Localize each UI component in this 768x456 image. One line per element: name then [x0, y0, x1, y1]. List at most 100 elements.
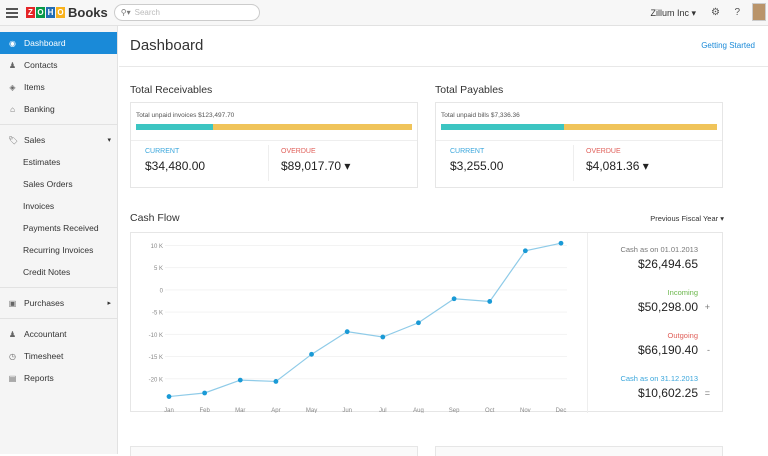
y-tick-label: 0	[160, 288, 164, 294]
overdue-dropdown[interactable]: $4,081.36 ▾	[586, 159, 649, 173]
purchases-icon: ▣	[8, 298, 17, 308]
x-tick-label: Nov	[520, 408, 531, 413]
summary-sign: +	[704, 302, 710, 312]
sidebar-item-banking[interactable]: ⌂ Banking	[0, 98, 117, 120]
sidebar-item-items[interactable]: ◈ Items	[0, 76, 117, 98]
data-point	[451, 296, 457, 302]
chevron-icon: ▸	[107, 300, 111, 307]
search-input[interactable]: ⚲▾ Search	[113, 4, 260, 21]
summary-label: Cash as on 31.12.2013	[620, 374, 698, 383]
current-label: CURRENT	[145, 148, 180, 155]
receivables-title: Total Receivables	[130, 84, 213, 96]
sidebar-item-purchases[interactable]: ▣ Purchases ▸	[0, 292, 117, 314]
divider	[0, 124, 117, 125]
banking-icon: ⌂	[10, 104, 15, 114]
summary-value: $66,190.40	[637, 343, 698, 357]
payables-current-fill	[441, 124, 564, 130]
sales-icon: 🏷	[8, 135, 19, 145]
sidebar-item-label: Banking	[24, 104, 55, 114]
cash-summary-item: Cash as on 31.12.2013 $10,602.25 =	[620, 374, 710, 400]
sidebar-item-label: Items	[24, 82, 45, 92]
org-switcher[interactable]: Zillum Inc ▾	[650, 8, 696, 18]
data-point	[522, 248, 528, 254]
cashflow-title: Cash Flow	[130, 212, 180, 224]
cash-summary-item: Outgoing $66,190.40-	[637, 331, 710, 357]
summary-value: $50,298.00	[637, 300, 698, 314]
sidebar-item-label: Contacts	[24, 60, 58, 70]
sidebar-item-label: Recurring Invoices	[23, 245, 94, 255]
x-tick-label: Aug	[413, 408, 424, 413]
sidebar-item-dashboard[interactable]: ◉ Dashboard	[0, 32, 117, 54]
sidebar-item-label: Timesheet	[24, 351, 64, 361]
divider	[0, 318, 117, 319]
cashflow-chart: 10 K5 K0-5 K-10 K-15 K-20 KJan2013Feb201…	[149, 240, 567, 420]
y-tick-label: -5 K	[152, 311, 163, 317]
cash-summary-item: Incoming $50,298.00 +	[637, 288, 710, 314]
data-point	[380, 334, 386, 340]
overdue-dropdown[interactable]: $89,017.70 ▾	[281, 159, 351, 173]
getting-started-link[interactable]: Getting Started	[701, 41, 755, 50]
x-tick-label: Feb	[199, 408, 210, 413]
x-tick-label: Sep	[449, 408, 460, 413]
sidebar-item-contacts[interactable]: ♟ Contacts	[0, 54, 117, 76]
overdue-label: OVERDUE	[586, 148, 621, 155]
data-point	[166, 394, 172, 399]
data-point	[273, 379, 279, 384]
search-icon: ⚲▾	[120, 8, 131, 17]
contacts-icon: ♟	[8, 60, 17, 70]
divider	[0, 287, 117, 288]
sidebar-item-label: Reports	[24, 373, 54, 383]
summary-label: Cash as on 01.01.2013	[620, 245, 698, 254]
sidebar-item-invoices[interactable]: Invoices	[0, 195, 117, 217]
brand-name: Books	[68, 5, 108, 20]
sidebar-item-estimates[interactable]: Estimates	[0, 151, 117, 173]
y-tick-label: 10 K	[151, 244, 163, 250]
sidebar-item-label: Accountant	[24, 329, 67, 339]
logo-letter: H	[46, 7, 55, 18]
sidebar-item-payments-received[interactable]: Payments Received	[0, 217, 117, 239]
receivables-card: Total unpaid invoices $123,497.70 CURREN…	[130, 102, 418, 188]
payables-bar	[441, 124, 717, 130]
data-point	[344, 329, 350, 335]
timesheet-icon: ◷	[9, 351, 16, 361]
x-tick-label: Mar	[235, 408, 245, 413]
card-placeholder	[435, 446, 723, 456]
current-label: CURRENT	[450, 148, 485, 155]
sidebar-item-label: Estimates	[23, 157, 61, 167]
summary-sign: -	[707, 345, 710, 355]
sidebar-item-reports[interactable]: ▤ Reports	[0, 367, 117, 389]
sidebar-item-credit-notes[interactable]: Credit Notes	[0, 261, 117, 283]
sidebar-item-label: Invoices	[23, 201, 55, 211]
divider	[119, 66, 768, 67]
main-content: Dashboard Getting Started Total Receivab…	[119, 26, 768, 456]
data-point	[558, 240, 564, 246]
sidebar-item-recurring-invoices[interactable]: Recurring Invoices	[0, 239, 117, 261]
reports-icon: ▤	[8, 373, 17, 383]
sidebar-item-label: Dashboard	[24, 38, 66, 48]
summary-label: Incoming	[667, 288, 698, 297]
menu-icon[interactable]	[6, 7, 18, 18]
summary-value: $10,602.25	[637, 386, 698, 400]
sidebar-item-timesheet[interactable]: ◷ Timesheet	[0, 345, 117, 367]
y-tick-label: -20 K	[149, 377, 163, 383]
card-placeholder	[130, 446, 418, 456]
receivables-current-fill	[136, 124, 213, 130]
data-point	[416, 320, 421, 326]
y-tick-label: 5 K	[154, 266, 163, 272]
avatar[interactable]	[752, 3, 766, 21]
sidebar-item-label: Credit Notes	[23, 267, 71, 277]
receivables-total: Total unpaid invoices $123,497.70	[136, 112, 235, 119]
x-tick-label: Jan	[164, 408, 174, 413]
help-icon[interactable]: ?	[734, 7, 740, 18]
items-icon: ◈	[9, 82, 16, 92]
summary-label: Outgoing	[667, 331, 698, 340]
sidebar-item-accountant[interactable]: ♟ Accountant	[0, 323, 117, 345]
data-point	[309, 351, 314, 357]
y-tick-label: -10 K	[149, 333, 163, 339]
gear-icon[interactable]: ⚙	[711, 7, 720, 18]
sidebar-item-sales[interactable]: 🏷 Sales ▾	[0, 129, 117, 151]
period-dropdown[interactable]: Previous Fiscal Year ▾	[650, 214, 724, 223]
sidebar-item-sales-orders[interactable]: Sales Orders	[0, 173, 117, 195]
sidebar-item-label: Sales Orders	[23, 179, 73, 189]
